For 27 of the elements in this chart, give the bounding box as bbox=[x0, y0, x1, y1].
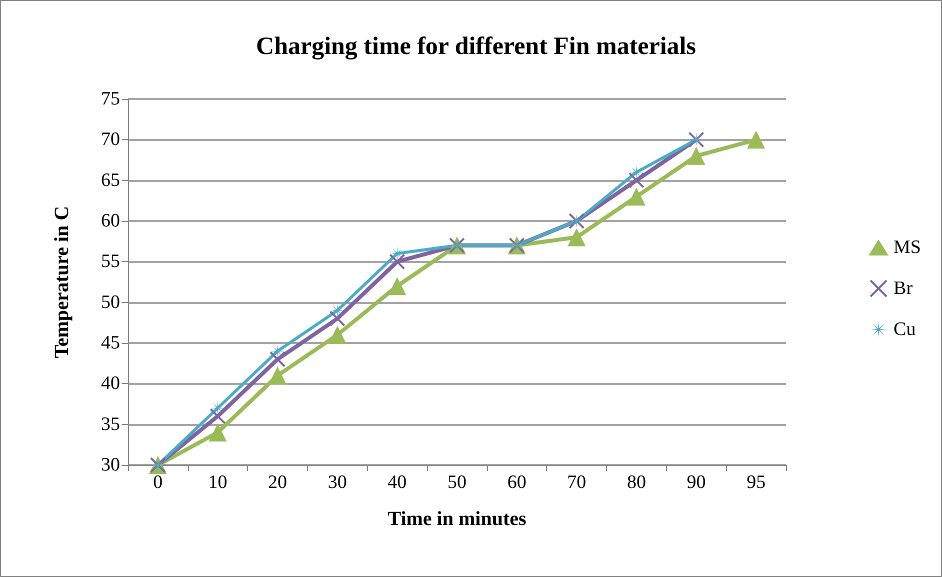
y-tick-label: 40 bbox=[101, 373, 120, 394]
x-tick-label: 20 bbox=[268, 472, 288, 493]
x-tick-label: 60 bbox=[507, 472, 526, 493]
y-tick-label: 35 bbox=[101, 414, 120, 435]
chart-title: Charging time for different Fin materials bbox=[256, 33, 696, 60]
legend-label: Cu bbox=[894, 319, 916, 340]
y-tick-label: 45 bbox=[101, 332, 120, 354]
x-tick-label: 90 bbox=[686, 472, 706, 493]
y-tick-label: 70 bbox=[101, 129, 120, 150]
y-tick-label: 30 bbox=[101, 454, 120, 476]
x-tick-label: 10 bbox=[208, 472, 228, 493]
y-tick-label: 55 bbox=[101, 251, 120, 272]
x-axis-title: Time in minutes bbox=[388, 508, 526, 530]
x-tick-label: 95 bbox=[746, 472, 766, 493]
y-tick-label: 60 bbox=[101, 210, 120, 232]
legend-label: MS bbox=[894, 237, 922, 258]
y-tick-label: 75 bbox=[101, 88, 120, 110]
x-tick-label: 70 bbox=[567, 472, 586, 493]
x-tick-label: 30 bbox=[328, 472, 347, 493]
legend-label: Br bbox=[894, 278, 914, 299]
x-tick-label: 40 bbox=[388, 472, 407, 493]
x-tick-label: 50 bbox=[448, 472, 466, 493]
y-tick-label: 65 bbox=[101, 170, 120, 191]
x-tick-label: 80 bbox=[626, 472, 646, 493]
x-tick-label: 0 bbox=[153, 472, 163, 493]
y-tick-label: 50 bbox=[101, 292, 120, 313]
y-axis-title: Temperature in C bbox=[51, 206, 73, 358]
